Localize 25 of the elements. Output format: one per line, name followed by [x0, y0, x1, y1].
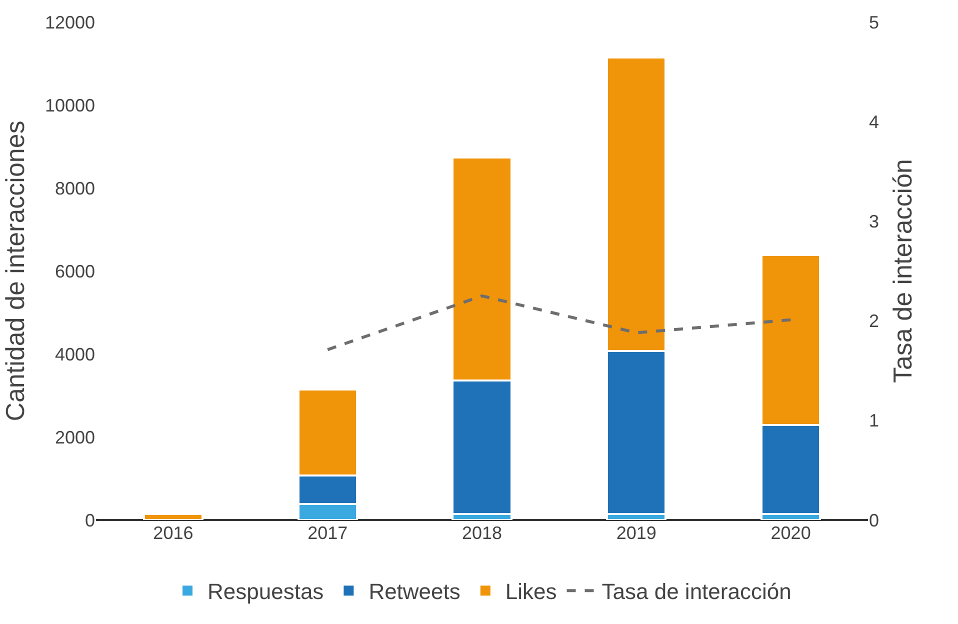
y-axis-title: Cantidad de interacciones [0, 120, 30, 422]
x-tick-label: 2020 [770, 523, 811, 543]
y-tick-label: 2000 [54, 427, 95, 448]
x-tick-label: 2016 [153, 523, 194, 543]
line-series [326, 294, 792, 352]
legend-label: Retweets [368, 579, 460, 604]
y-tick-label: 6000 [54, 261, 95, 282]
x-tick-label: 2019 [616, 523, 656, 543]
x-tick-label: 2018 [462, 523, 502, 543]
y-tick-label: 12000 [44, 12, 95, 32]
x-tick-label: 2017 [308, 523, 348, 543]
y-tick-label: 4000 [54, 344, 95, 364]
y2-axis-title: Tasa de interacción [888, 158, 918, 384]
y2-tick-label: 2 [869, 311, 880, 332]
y2-tick-label: 1 [869, 410, 880, 431]
legend-label: Tasa de interacción [602, 579, 792, 604]
y-tick-label: 0 [84, 510, 95, 530]
y2-tick-label: 4 [869, 112, 880, 132]
y2-tick-label: 0 [869, 510, 880, 530]
legend-label: Likes [505, 579, 557, 604]
y2-tick-label: 5 [869, 12, 880, 32]
y-tick-label: 8000 [54, 178, 95, 198]
y2-tick-label: 3 [869, 212, 880, 232]
legend-label: Respuestas [208, 579, 324, 604]
y-tick-label: 10000 [44, 95, 95, 116]
